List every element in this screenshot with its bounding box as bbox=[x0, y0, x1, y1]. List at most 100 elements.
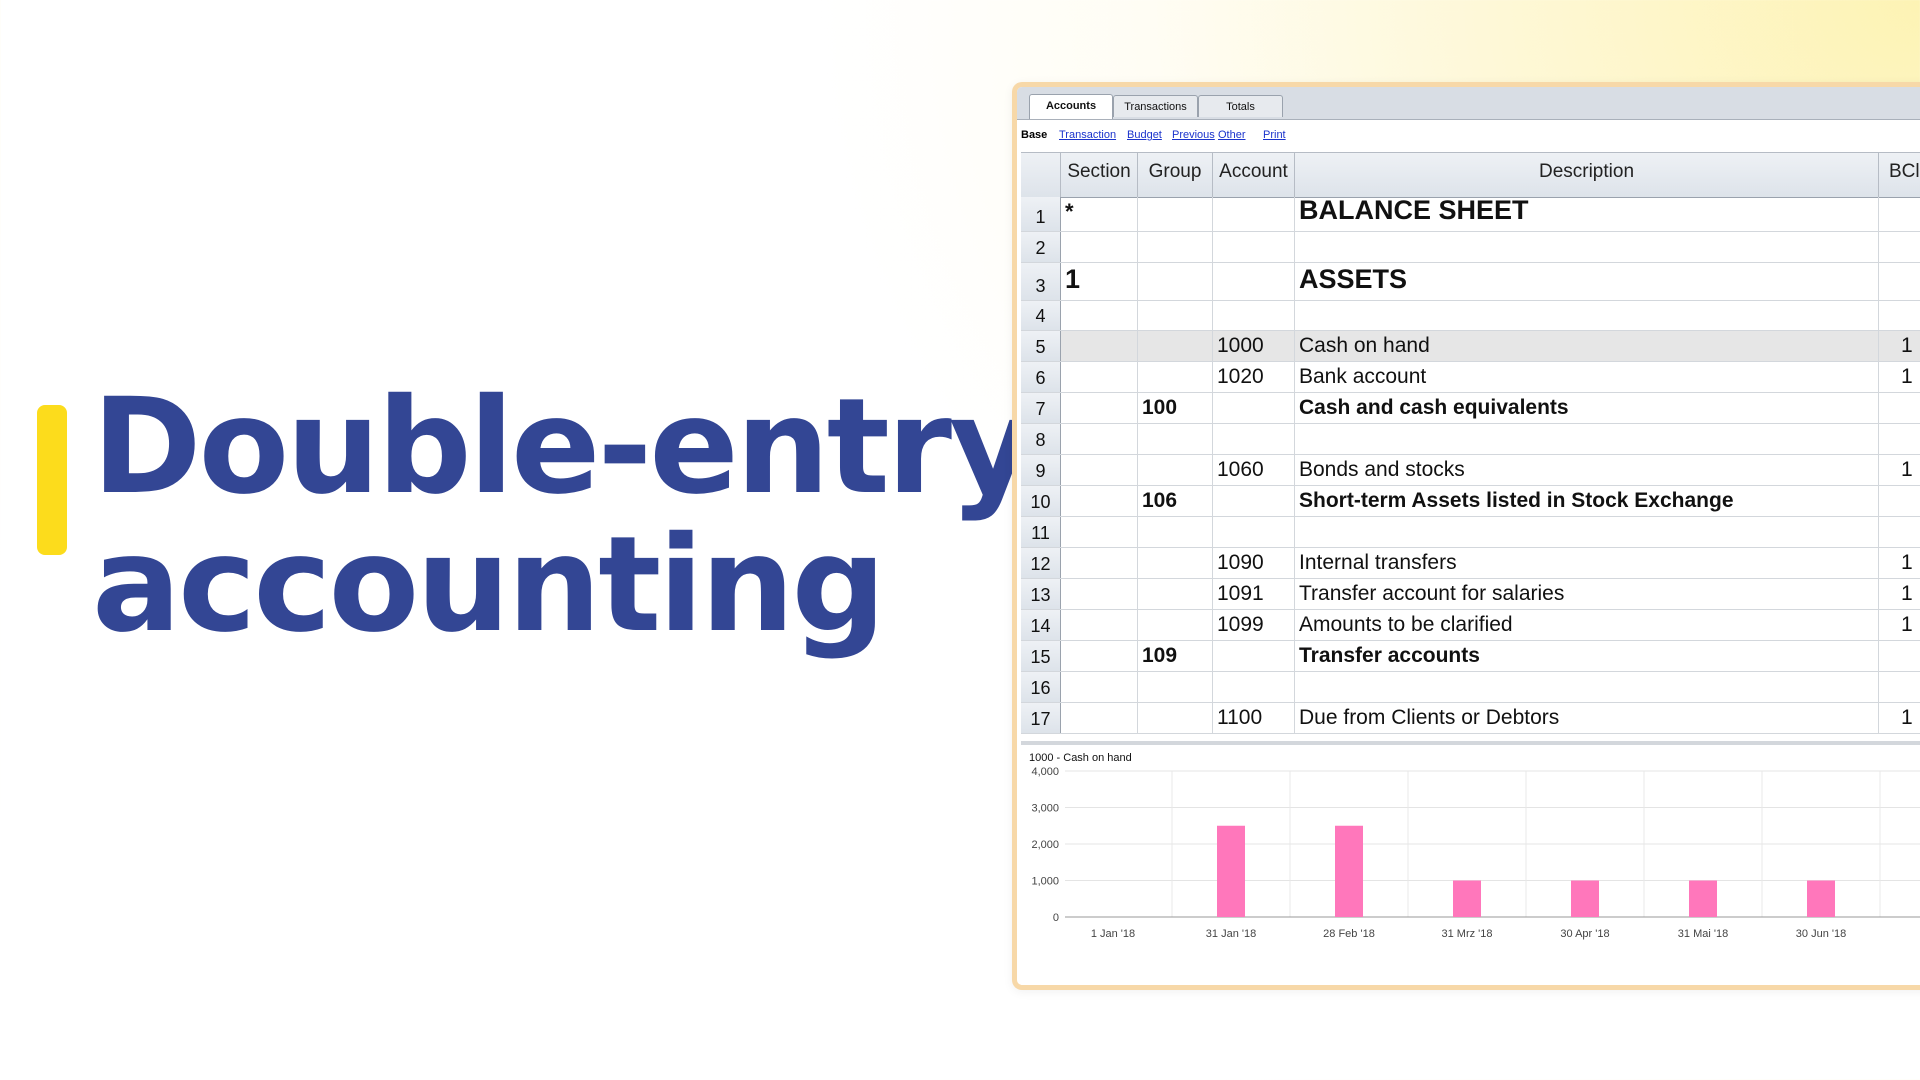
cell-account[interactable] bbox=[1213, 424, 1295, 454]
tab-totals[interactable]: Totals bbox=[1198, 95, 1283, 117]
cell-bclass[interactable] bbox=[1879, 393, 1920, 423]
cell-account[interactable]: 1100 bbox=[1213, 703, 1295, 733]
table-row[interactable]: 17 1100 Due from Clients or Debtors 1 bbox=[1021, 703, 1920, 734]
cell-group[interactable] bbox=[1138, 548, 1213, 578]
cell-group[interactable] bbox=[1138, 424, 1213, 454]
view-previous-link[interactable]: Previous bbox=[1172, 129, 1215, 141]
cell-bclass[interactable] bbox=[1879, 263, 1920, 300]
table-row[interactable]: 15 109 Transfer accounts bbox=[1021, 641, 1920, 672]
cell-description[interactable] bbox=[1295, 301, 1879, 330]
table-row[interactable]: 13 1091 Transfer account for salaries 1 bbox=[1021, 579, 1920, 610]
cell-description[interactable]: Transfer accounts bbox=[1295, 641, 1879, 671]
view-other-link[interactable]: Other bbox=[1218, 129, 1246, 141]
cell-account[interactable]: 1020 bbox=[1213, 362, 1295, 392]
view-budget-link[interactable]: Budget bbox=[1127, 129, 1162, 141]
table-row[interactable]: 16 bbox=[1021, 672, 1920, 703]
cell-bclass[interactable]: 1 bbox=[1879, 455, 1920, 485]
cell-section[interactable] bbox=[1061, 610, 1138, 640]
cell-description[interactable]: ASSETS bbox=[1295, 263, 1879, 300]
cell-section[interactable] bbox=[1061, 362, 1138, 392]
cell-group[interactable] bbox=[1138, 362, 1213, 392]
cell-bclass[interactable] bbox=[1879, 517, 1920, 547]
cell-description[interactable]: Cash and cash equivalents bbox=[1295, 393, 1879, 423]
table-row[interactable]: 9 1060 Bonds and stocks 1 bbox=[1021, 455, 1920, 486]
cell-description[interactable]: Internal transfers bbox=[1295, 548, 1879, 578]
cell-section[interactable] bbox=[1061, 579, 1138, 609]
table-row[interactable]: 11 bbox=[1021, 517, 1920, 548]
cell-account[interactable]: 1091 bbox=[1213, 579, 1295, 609]
cell-bclass[interactable]: 1 bbox=[1879, 579, 1920, 609]
cell-group[interactable] bbox=[1138, 331, 1213, 361]
cell-group[interactable] bbox=[1138, 263, 1213, 300]
cell-section[interactable]: 1 bbox=[1061, 263, 1138, 300]
cell-group[interactable] bbox=[1138, 579, 1213, 609]
cell-section[interactable] bbox=[1061, 301, 1138, 330]
view-print-link[interactable]: Print bbox=[1263, 129, 1286, 141]
cell-section[interactable] bbox=[1061, 393, 1138, 423]
cell-account[interactable]: 1000 bbox=[1213, 331, 1295, 361]
cell-account[interactable] bbox=[1213, 641, 1295, 671]
tab-accounts[interactable]: Accounts bbox=[1029, 94, 1113, 119]
cell-description[interactable]: Short-term Assets listed in Stock Exchan… bbox=[1295, 486, 1879, 516]
table-row[interactable]: 14 1099 Amounts to be clarified 1 bbox=[1021, 610, 1920, 641]
cell-section[interactable] bbox=[1061, 641, 1138, 671]
cell-group[interactable] bbox=[1138, 197, 1213, 231]
cell-description[interactable] bbox=[1295, 424, 1879, 454]
cell-group[interactable] bbox=[1138, 610, 1213, 640]
cell-description[interactable]: Cash on hand bbox=[1295, 331, 1879, 361]
cell-section[interactable] bbox=[1061, 703, 1138, 733]
cell-description[interactable] bbox=[1295, 672, 1879, 702]
table-row[interactable]: 7 100 Cash and cash equivalents bbox=[1021, 393, 1920, 424]
cell-group[interactable] bbox=[1138, 703, 1213, 733]
cell-group[interactable]: 109 bbox=[1138, 641, 1213, 671]
table-row[interactable]: 8 bbox=[1021, 424, 1920, 455]
cell-description[interactable] bbox=[1295, 232, 1879, 262]
cell-account[interactable] bbox=[1213, 393, 1295, 423]
cell-bclass[interactable] bbox=[1879, 672, 1920, 702]
table-row[interactable]: 6 1020 Bank account 1 bbox=[1021, 362, 1920, 393]
cell-section[interactable] bbox=[1061, 672, 1138, 702]
cell-account[interactable] bbox=[1213, 517, 1295, 547]
cell-bclass[interactable]: 1 bbox=[1879, 362, 1920, 392]
cell-bclass[interactable] bbox=[1879, 197, 1920, 231]
cell-bclass[interactable]: 1 bbox=[1879, 331, 1920, 361]
cell-bclass[interactable] bbox=[1879, 424, 1920, 454]
cell-description[interactable] bbox=[1295, 517, 1879, 547]
cell-bclass[interactable] bbox=[1879, 232, 1920, 262]
table-row[interactable]: 10 106 Short-term Assets listed in Stock E… bbox=[1021, 486, 1920, 517]
view-transaction-link[interactable]: Transaction bbox=[1059, 129, 1117, 141]
table-row[interactable]: 12 1090 Internal transfers 1 bbox=[1021, 548, 1920, 579]
table-row[interactable]: 1 * BALANCE SHEET bbox=[1021, 197, 1920, 232]
cell-bclass[interactable] bbox=[1879, 486, 1920, 516]
header-section[interactable]: Section bbox=[1061, 153, 1138, 197]
cell-group[interactable]: 106 bbox=[1138, 486, 1213, 516]
cell-account[interactable] bbox=[1213, 672, 1295, 702]
cell-section[interactable] bbox=[1061, 548, 1138, 578]
cell-group[interactable]: 100 bbox=[1138, 393, 1213, 423]
cell-section[interactable] bbox=[1061, 517, 1138, 547]
cell-account[interactable]: 1099 bbox=[1213, 610, 1295, 640]
header-group[interactable]: Group bbox=[1138, 153, 1213, 197]
cell-group[interactable] bbox=[1138, 672, 1213, 702]
header-account[interactable]: Account bbox=[1213, 153, 1295, 197]
cell-group[interactable] bbox=[1138, 455, 1213, 485]
cell-bclass[interactable]: 1 bbox=[1879, 703, 1920, 733]
cell-description[interactable]: Bonds and stocks bbox=[1295, 455, 1879, 485]
view-base[interactable]: Base bbox=[1021, 129, 1048, 141]
cell-description[interactable]: Amounts to be clarified bbox=[1295, 610, 1879, 640]
table-row[interactable]: 3 1 ASSETS bbox=[1021, 263, 1920, 301]
cell-account[interactable] bbox=[1213, 301, 1295, 330]
cell-bclass[interactable]: 1 bbox=[1879, 610, 1920, 640]
cell-bclass[interactable] bbox=[1879, 301, 1920, 330]
cell-section[interactable] bbox=[1061, 424, 1138, 454]
cell-account[interactable] bbox=[1213, 197, 1295, 231]
header-description[interactable]: Description bbox=[1295, 153, 1879, 197]
cell-account[interactable]: 1060 bbox=[1213, 455, 1295, 485]
cell-section[interactable]: * bbox=[1061, 197, 1138, 231]
cell-description[interactable]: Due from Clients or Debtors bbox=[1295, 703, 1879, 733]
cell-account[interactable] bbox=[1213, 232, 1295, 262]
cell-account[interactable] bbox=[1213, 263, 1295, 300]
cell-group[interactable] bbox=[1138, 517, 1213, 547]
table-row[interactable]: 2 bbox=[1021, 232, 1920, 263]
table-row[interactable]: 4 bbox=[1021, 301, 1920, 331]
